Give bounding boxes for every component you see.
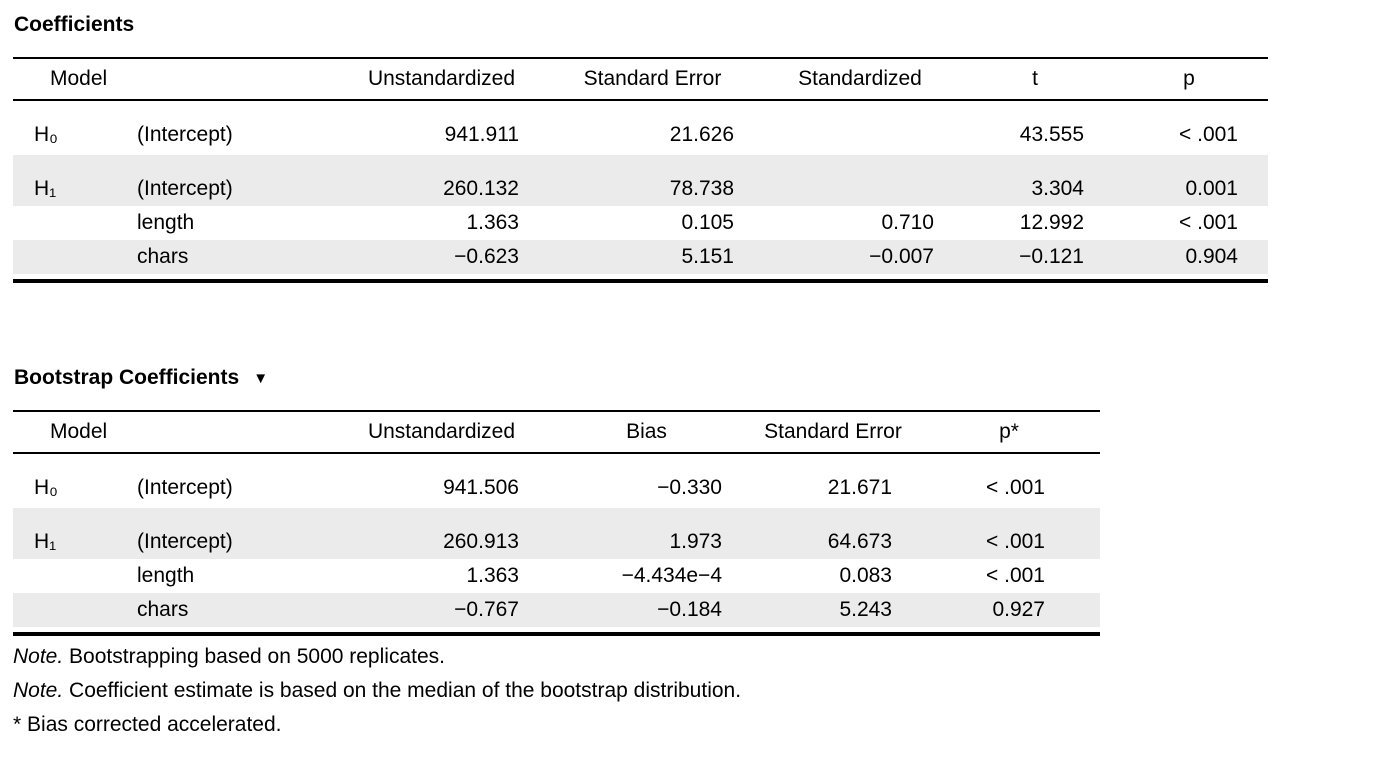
table-cell: (Intercept) xyxy=(137,177,233,200)
table-cell: −0.184 xyxy=(657,598,722,621)
table-cell xyxy=(13,240,123,274)
column-header xyxy=(123,411,338,454)
table-cell: < .001 xyxy=(986,476,1045,499)
table-cell: H₁ xyxy=(34,530,57,553)
table-cell: 43.555 xyxy=(1019,123,1084,146)
table-cell: 260.132 xyxy=(443,177,519,200)
coefficients-table-title: Coefficients xyxy=(14,13,135,36)
table-footnote: * Bias corrected accelerated. xyxy=(13,713,282,736)
table-cell: 0.083 xyxy=(839,564,892,587)
column-header: Unstandardized xyxy=(338,411,545,454)
results-panel: Coefficients Model Unstandardized Standard… xyxy=(13,13,1382,742)
table-cell: −0.330 xyxy=(657,476,722,499)
table-cell xyxy=(13,559,123,593)
column-header: Standard Error xyxy=(748,411,918,454)
coefficients-table: Model Unstandardized Standard Error Standar… xyxy=(13,57,1268,274)
column-header: Bias xyxy=(545,411,748,454)
table-cell: 260.913 xyxy=(443,530,519,553)
column-header: Standardized xyxy=(760,58,960,101)
footnote-marker: Note. xyxy=(13,645,64,668)
table-cell: < .001 xyxy=(986,564,1045,587)
table-cell: 941.911 xyxy=(444,123,519,146)
table-row: H₀ (Intercept) 941.911 21.626 43.555 < .001 xyxy=(13,100,1268,155)
table-cell: (Intercept) xyxy=(137,123,233,146)
table-cell: 21.671 xyxy=(827,476,892,499)
table-cell xyxy=(760,100,960,155)
table-cell: 5.151 xyxy=(681,245,734,268)
table-cell: 1.363 xyxy=(466,564,519,587)
footnote-marker: Note. xyxy=(13,679,64,702)
table-row: H₁ (Intercept) 260.913 1.973 64.673 < .001 xyxy=(13,508,1100,559)
table-cell: 64.673 xyxy=(827,530,892,553)
table-cell: < .001 xyxy=(1179,123,1238,146)
table-cell: 78.738 xyxy=(669,177,734,200)
table-cell: 21.626 xyxy=(669,123,734,146)
column-header: t xyxy=(960,58,1110,101)
table-cell: −0.767 xyxy=(454,598,519,621)
coefficients-table-bottom-rule xyxy=(13,279,1268,283)
table-cell: 3.304 xyxy=(1031,177,1084,200)
table-cell: −0.121 xyxy=(1019,245,1084,268)
table-cell xyxy=(13,593,123,627)
column-header: Standard Error xyxy=(545,58,760,101)
coefficients-table-header: Model Unstandardized Standard Error Standar… xyxy=(13,58,1268,101)
table-header-row: Model Unstandardized Standard Error Standar… xyxy=(13,58,1268,101)
table-cell: 0.904 xyxy=(1185,245,1238,268)
table-cell: < .001 xyxy=(1179,211,1238,234)
column-header: Model xyxy=(13,411,123,454)
table-cell: chars xyxy=(137,245,189,268)
table-row: H₀ (Intercept) 941.506 −0.330 21.671 < .001 xyxy=(13,453,1100,508)
table-cell: chars xyxy=(137,598,189,621)
table-footnotes: Note. Bootstrapping based on 5000 replic… xyxy=(13,640,1382,742)
column-header: p* xyxy=(918,411,1100,454)
table-cell: (Intercept) xyxy=(137,476,233,499)
table-cell: −0.007 xyxy=(869,245,934,268)
table-cell: 0.105 xyxy=(681,211,734,234)
table-row: length 1.363 0.105 0.710 12.992 < .001 xyxy=(13,206,1268,240)
table-row: H₁ (Intercept) 260.132 78.738 3.304 0.001 xyxy=(13,155,1268,206)
table-cell: −0.623 xyxy=(454,245,519,268)
table-row: length 1.363 −4.434e−4 0.083 < .001 xyxy=(13,559,1100,593)
table-cell xyxy=(13,206,123,240)
table-cell: −4.434e−4 xyxy=(621,564,722,587)
column-header xyxy=(123,58,338,101)
table-row: chars −0.623 5.151 −0.007 −0.121 0.904 xyxy=(13,240,1268,274)
bootstrap-table-body: H₀ (Intercept) 941.506 −0.330 21.671 < .001 H₁… xyxy=(13,453,1100,627)
table-cell: 5.243 xyxy=(839,598,892,621)
bootstrap-table-header: Model Unstandardized Bias Standard Error p* xyxy=(13,411,1100,454)
table-cell: length xyxy=(137,211,195,234)
table-cell: length xyxy=(137,564,195,587)
column-header: Model xyxy=(13,58,123,101)
bootstrap-table-title-label: Bootstrap Coefficients xyxy=(14,366,240,389)
table-cell: 0.710 xyxy=(881,211,934,234)
footnote-marker: * xyxy=(13,713,22,736)
column-header: Unstandardized xyxy=(338,58,545,101)
table-cell: 1.363 xyxy=(466,211,519,234)
bootstrap-table-bottom-rule xyxy=(13,632,1100,636)
collapse-triangle-icon[interactable]: ▼ xyxy=(253,370,269,387)
column-header: p xyxy=(1110,58,1268,101)
table-cell xyxy=(760,155,960,206)
table-cell: (Intercept) xyxy=(137,530,233,553)
table-cell: 1.973 xyxy=(669,530,722,553)
coefficients-table-body: H₀ (Intercept) 941.911 21.626 43.555 < .001 H₁… xyxy=(13,100,1268,274)
table-cell: < .001 xyxy=(986,530,1045,553)
table-cell: H₀ xyxy=(34,476,58,499)
bootstrap-coefficients-table: Model Unstandardized Bias Standard Error p* … xyxy=(13,410,1100,627)
table-cell: 12.992 xyxy=(1019,211,1084,234)
table-cell: 0.001 xyxy=(1185,177,1238,200)
table-cell: H₀ xyxy=(34,123,58,146)
bootstrap-table-title[interactable]: Bootstrap Coefficients ▼ xyxy=(14,366,1382,390)
table-footnote: Note. Coefficient estimate is based on t… xyxy=(13,679,742,702)
table-cell: 941.506 xyxy=(443,476,519,499)
table-cell: H₁ xyxy=(34,177,57,200)
table-footnote: Note. Bootstrapping based on 5000 replic… xyxy=(13,645,445,668)
table-header-row: Model Unstandardized Bias Standard Error p* xyxy=(13,411,1100,454)
table-cell: 0.927 xyxy=(992,598,1045,621)
table-row: chars −0.767 −0.184 5.243 0.927 xyxy=(13,593,1100,627)
